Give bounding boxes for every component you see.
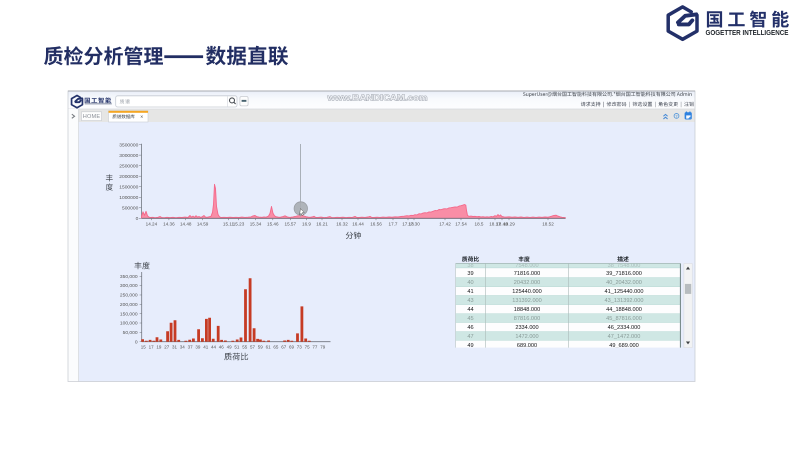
svg-text:15.11: 15.11 [223, 222, 235, 227]
svg-text:51: 51 [234, 344, 240, 349]
svg-text:7548.000: 7548.000 [515, 263, 538, 269]
svg-text:17.7: 17.7 [389, 222, 398, 227]
svg-text:41: 41 [467, 289, 473, 295]
svg-text:19: 19 [156, 344, 162, 349]
svg-text:2334.000: 2334.000 [515, 325, 538, 331]
svg-text:43: 43 [467, 298, 473, 304]
svg-text:16.9: 16.9 [302, 222, 311, 227]
svg-text:17.18: 17.18 [402, 222, 414, 227]
svg-text:46: 46 [467, 325, 473, 331]
svg-text:16.44: 16.44 [352, 222, 364, 227]
svg-text:43_131392.000: 43_131392.000 [605, 298, 644, 304]
svg-text:×: × [140, 115, 143, 121]
svg-text:45_87816.000: 45_87816.000 [606, 316, 642, 322]
svg-text:14.36: 14.36 [163, 222, 175, 227]
svg-text:49_689.000: 49_689.000 [609, 343, 639, 349]
svg-text:16.32: 16.32 [336, 222, 348, 227]
svg-text:2500000: 2500000 [119, 163, 138, 169]
svg-text:18.29: 18.29 [503, 222, 515, 227]
svg-text:?: ? [675, 114, 678, 119]
svg-text:34: 34 [180, 344, 186, 349]
svg-text:44: 44 [211, 344, 217, 349]
svg-text:61: 61 [266, 344, 272, 349]
svg-text:17.42: 17.42 [439, 222, 451, 227]
svg-text:2000000: 2000000 [119, 174, 138, 180]
svg-text:59: 59 [258, 344, 264, 349]
svg-text:18.52: 18.52 [542, 222, 554, 227]
svg-text:0: 0 [135, 339, 138, 345]
svg-text:18.5: 18.5 [475, 222, 484, 227]
svg-text:38: 38 [467, 263, 473, 269]
svg-text:689.000: 689.000 [517, 343, 537, 349]
svg-text:15.57: 15.57 [285, 222, 297, 227]
svg-text:3500000: 3500000 [119, 142, 138, 148]
svg-text:1500000: 1500000 [119, 184, 138, 190]
svg-text:17: 17 [149, 344, 155, 349]
svg-text:18.40: 18.40 [496, 222, 508, 227]
svg-text:39: 39 [195, 344, 201, 349]
svg-text:15.34: 15.34 [250, 222, 262, 227]
svg-text:39_71816.000: 39_71816.000 [606, 271, 642, 277]
svg-text:47_1472.000: 47_1472.000 [608, 334, 641, 340]
svg-text:500000: 500000 [122, 205, 139, 211]
svg-text:1472.000: 1472.000 [515, 334, 538, 340]
svg-text:31: 31 [172, 344, 178, 349]
svg-text:14.24: 14.24 [146, 222, 158, 227]
svg-text:73: 73 [297, 344, 303, 349]
svg-text:45: 45 [467, 316, 473, 322]
svg-text:15: 15 [141, 344, 147, 349]
svg-text:47: 47 [467, 334, 473, 340]
svg-text:300,000: 300,000 [120, 283, 138, 289]
svg-text:71816.000: 71816.000 [514, 271, 540, 277]
svg-text:15.23: 15.23 [233, 222, 245, 227]
svg-text:16.56: 16.56 [370, 222, 382, 227]
svg-text:46_2334.000: 46_2334.000 [608, 325, 641, 331]
svg-text:250,000: 250,000 [120, 293, 138, 299]
svg-text:14.59: 14.59 [197, 222, 209, 227]
svg-text:49: 49 [467, 343, 473, 349]
svg-text:79: 79 [320, 344, 326, 349]
svg-text:350,000: 350,000 [120, 274, 138, 280]
svg-text:15.46: 15.46 [267, 222, 279, 227]
svg-text:67: 67 [281, 344, 287, 349]
svg-text:87816.000: 87816.000 [514, 316, 540, 322]
svg-text:46: 46 [219, 344, 225, 349]
svg-text:75: 75 [305, 344, 311, 349]
svg-text:69: 69 [289, 344, 295, 349]
svg-text:20432.000: 20432.000 [514, 280, 540, 286]
svg-text:40_20432.000: 40_20432.000 [606, 280, 642, 286]
svg-text:49: 49 [227, 344, 233, 349]
svg-text:50,000: 50,000 [123, 330, 138, 336]
svg-text:27: 27 [164, 344, 170, 349]
svg-text:39: 39 [467, 271, 473, 277]
svg-text:40: 40 [467, 280, 473, 286]
svg-text:37: 37 [188, 344, 194, 349]
svg-text:18848.000: 18848.000 [514, 307, 540, 313]
svg-text:3000000: 3000000 [119, 153, 138, 159]
svg-text:14.48: 14.48 [180, 222, 192, 227]
svg-text:77: 77 [312, 344, 318, 349]
svg-text:57: 57 [250, 344, 256, 349]
svg-text:17.30: 17.30 [408, 222, 420, 227]
svg-text:200,000: 200,000 [120, 302, 138, 308]
svg-text:44_18848.000: 44_18848.000 [606, 307, 642, 313]
svg-text:www.BANDICAM.com: www.BANDICAM.com [326, 92, 428, 102]
svg-text:HOME: HOME [83, 114, 101, 120]
svg-text:41_125440.000: 41_125440.000 [605, 289, 644, 295]
svg-text:17.54: 17.54 [455, 222, 467, 227]
svg-text:125440.000: 125440.000 [512, 289, 542, 295]
svg-text:150,000: 150,000 [120, 311, 138, 317]
svg-text:65: 65 [273, 344, 279, 349]
svg-text:55: 55 [242, 344, 248, 349]
svg-text:41: 41 [203, 344, 209, 349]
svg-text:131392.000: 131392.000 [512, 298, 542, 304]
svg-text:0: 0 [136, 216, 139, 222]
svg-text:1000000: 1000000 [119, 195, 138, 201]
svg-text:18.17: 18.17 [489, 222, 501, 227]
svg-text:16.21: 16.21 [316, 222, 328, 227]
svg-text:38_7548.000: 38_7548.000 [608, 263, 641, 269]
svg-text:GOGETTER INTELLIGENCE: GOGETTER INTELLIGENCE [706, 28, 789, 37]
svg-text:44: 44 [467, 307, 473, 313]
svg-text:100,000: 100,000 [120, 321, 138, 327]
